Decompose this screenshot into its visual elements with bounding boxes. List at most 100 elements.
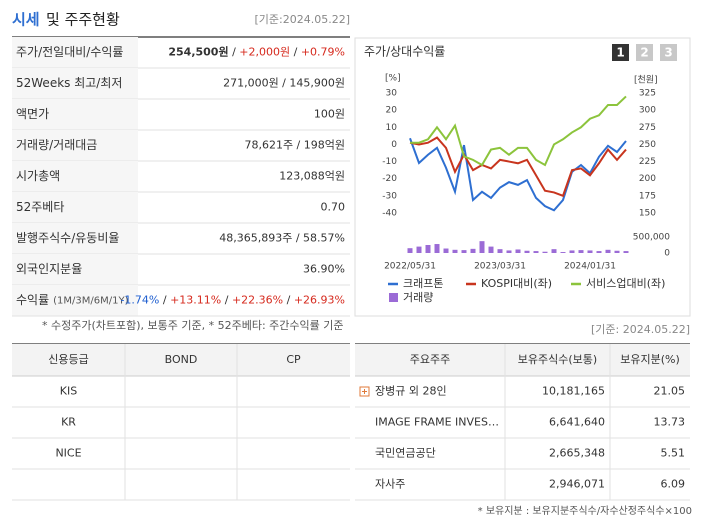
- value-part: +13.11%: [170, 294, 221, 307]
- label-cell: [12, 161, 138, 192]
- row-label: 거래량/거래대금: [16, 138, 97, 152]
- row-value: -1.74% / +13.11% / +22.36% / +26.93%: [120, 294, 345, 307]
- label-cell: [12, 192, 138, 223]
- tab-label[interactable]: 1: [616, 46, 624, 60]
- tab[interactable]: [660, 44, 677, 61]
- label-cell: [12, 99, 138, 130]
- cell: KR: [61, 416, 76, 429]
- tab[interactable]: [636, 44, 653, 61]
- value-part: -1.74%: [120, 294, 159, 307]
- legend-label: 서비스업대비(좌): [586, 277, 665, 290]
- y-tick-label: 0: [664, 249, 670, 259]
- volume-bar: [506, 250, 512, 253]
- value-part: 48,365,893주 / 58.57%: [219, 232, 345, 245]
- row-label: 액면가: [16, 107, 49, 121]
- series-line: [409, 137, 627, 212]
- date: [기준: 2024.05.22]: [591, 323, 690, 336]
- cell: 6.09: [661, 478, 686, 491]
- cell: 21.05: [654, 385, 686, 398]
- y-tick-label: -40: [382, 209, 397, 219]
- column-header: 신용등급: [48, 353, 88, 366]
- volume-bar: [614, 250, 620, 253]
- volume-bar: [569, 250, 575, 253]
- volume-bar: [578, 250, 584, 253]
- header-row: [12, 344, 350, 376]
- y2-tick-label: 175: [639, 191, 656, 201]
- cell: 장병규 외 28인: [375, 385, 447, 398]
- volume-bar: [425, 245, 431, 253]
- value-part: /: [229, 46, 240, 59]
- row-label: 52Weeks 최고/최저: [16, 76, 122, 90]
- value-part: /: [283, 294, 294, 307]
- row-label: 52주베타: [16, 200, 64, 214]
- tab[interactable]: [612, 44, 629, 61]
- label-cell: [12, 285, 138, 316]
- label-cell: [12, 130, 138, 161]
- row-value: 0.70: [321, 201, 346, 214]
- y-tick-label: -10: [382, 157, 397, 167]
- y2-tick-label: 275: [639, 123, 656, 133]
- volume-bar: [434, 244, 440, 253]
- volume-bar: [533, 251, 539, 253]
- value-part: +22.36%: [232, 294, 283, 307]
- value-part: 0.70: [321, 201, 346, 214]
- cell: 자사주: [375, 478, 405, 491]
- label-cell: [12, 254, 138, 285]
- cell: NICE: [55, 447, 81, 460]
- cell: 국민연금공단: [375, 447, 436, 460]
- volume-bar: [479, 241, 485, 253]
- y2-tick-label: 250: [639, 140, 656, 150]
- x-tick-label: 2024/01/31: [564, 262, 616, 272]
- y-tick-label: 20: [386, 106, 398, 116]
- volume-bar: [623, 251, 629, 253]
- column-header: 보유주식수(보통): [518, 353, 597, 366]
- row-value: 36.90%: [303, 263, 345, 276]
- label-cell: [12, 68, 138, 99]
- expand-icon-plus: [362, 389, 367, 394]
- volume-bar: [524, 250, 530, 253]
- row-value: 254,500원 / +2,000원 / +0.79%: [168, 45, 345, 59]
- value-part: 254,500원: [168, 45, 228, 59]
- column-header: BOND: [165, 353, 198, 366]
- chart-panel-title: 주가/상대수익률: [364, 45, 445, 59]
- volume-bar: [488, 246, 494, 253]
- value-part: 123,088억원: [279, 170, 345, 183]
- column-header: CP: [286, 353, 301, 366]
- value-part: /: [159, 294, 170, 307]
- y-tick-label: 500,000: [633, 233, 670, 243]
- y-tick-label: -20: [382, 174, 397, 184]
- volume-bar: [542, 251, 548, 253]
- volume-bar: [443, 248, 449, 253]
- value-part: 100원: [314, 108, 345, 121]
- tab-label[interactable]: 3: [664, 46, 672, 60]
- title: 및 주주현황: [46, 11, 120, 29]
- row-value: 271,000원 / 145,900원: [223, 77, 345, 90]
- volume-bar: [407, 248, 413, 253]
- row-label: 시가총액: [16, 169, 60, 183]
- legend-label: 거래량: [403, 291, 433, 304]
- series-line: [409, 136, 627, 198]
- y-tick-label: -30: [382, 191, 397, 201]
- value-part: /: [290, 46, 301, 59]
- cell: 13.73: [654, 416, 686, 429]
- tab-label[interactable]: 2: [640, 46, 648, 60]
- row-label: 외국인지분율: [16, 262, 82, 276]
- chart-panel: [354, 37, 691, 317]
- value-part: +26.93%: [294, 294, 345, 307]
- y2-tick-label: 225: [639, 157, 656, 167]
- volume-bar: [587, 250, 593, 253]
- row-value: 100원: [314, 108, 345, 121]
- value-part: +0.79%: [301, 46, 345, 59]
- row-label: 주가/전일대비/수익률: [16, 45, 123, 59]
- value-part: 271,000원 / 145,900원: [223, 77, 345, 90]
- cell: 5.51: [661, 447, 686, 460]
- y-axis-label: [%]: [385, 74, 401, 84]
- row-value: 78,621주 / 198억원: [244, 139, 345, 152]
- value-part: 36.90%: [303, 263, 345, 276]
- x-tick-label: 2023/03/31: [474, 262, 526, 272]
- volume-bar: [596, 251, 602, 253]
- cell: 10,181,165: [542, 385, 605, 398]
- volume-bar: [416, 246, 422, 253]
- date: [기준:2024.05.22]: [254, 13, 350, 26]
